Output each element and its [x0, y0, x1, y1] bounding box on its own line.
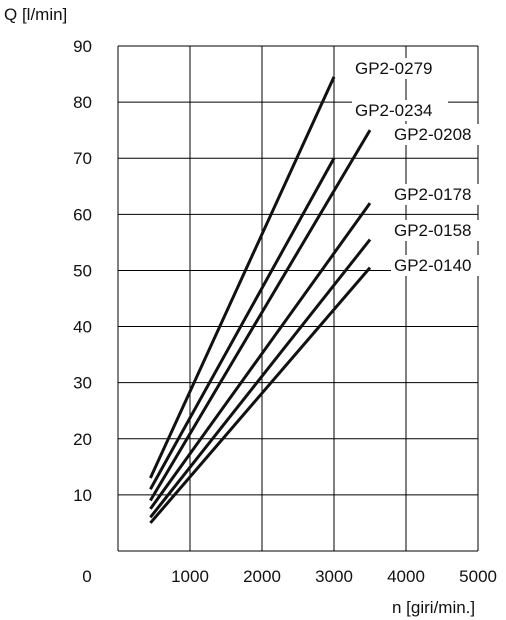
y-tick-label: 30 [73, 374, 92, 393]
y-tick-label: 80 [73, 93, 92, 112]
series-lines [149, 76, 372, 524]
series-labels: GP2-0279 GP2-0234 GP2-0208 GP2-0178 GP2-0158… [352, 58, 487, 276]
x-tick-label: 0 [82, 567, 91, 586]
y-tick-label: 70 [73, 149, 92, 168]
x-tick-label: 1000 [171, 567, 209, 586]
x-tick-label: 5000 [459, 567, 497, 586]
series-line [149, 157, 336, 491]
x-tick-label: 4000 [387, 567, 425, 586]
y-tick-label: 20 [73, 430, 92, 449]
series-line [149, 76, 336, 479]
series-label: GP2-0158 [394, 221, 472, 240]
x-tick-label: 3000 [315, 567, 353, 586]
series-label-background [352, 100, 448, 121]
series-label: GP2-0178 [394, 185, 472, 204]
series-label-background [391, 184, 487, 205]
series-label: GP2-0279 [355, 59, 433, 78]
series-label: GP2-0208 [394, 125, 472, 144]
y-tick-label: 60 [73, 205, 92, 224]
series-label-background [391, 255, 487, 276]
y-axis-label: Q [l/min] [4, 5, 67, 24]
series-label: GP2-0234 [355, 101, 433, 120]
y-tick-label: 10 [73, 486, 92, 505]
series-line [149, 266, 372, 524]
grid [117, 45, 479, 552]
series-line [149, 129, 372, 502]
y-tick-label: 40 [73, 318, 92, 337]
x-axis-label: n [giri/min.] [392, 598, 475, 617]
series-label-background [391, 220, 487, 241]
tick-labels: 10 20 30 40 50 60 70 80 90 0 1000 2000 3000 4000 5000 [73, 37, 497, 586]
x-tick-label: 2000 [243, 567, 281, 586]
series-line [149, 202, 372, 510]
series-label-background [391, 124, 487, 145]
y-tick-label: 50 [73, 261, 92, 280]
y-tick-label: 90 [73, 37, 92, 56]
series-label-background [352, 58, 448, 79]
series-line [149, 238, 372, 519]
series-label: GP2-0140 [394, 256, 472, 275]
